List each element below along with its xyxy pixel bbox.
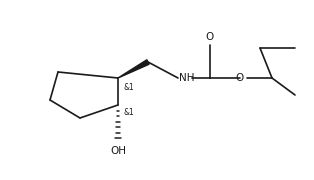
Text: &1: &1 <box>123 83 134 92</box>
Text: O: O <box>236 73 244 83</box>
Text: OH: OH <box>110 146 126 156</box>
Text: O: O <box>206 32 214 42</box>
Polygon shape <box>118 60 149 78</box>
Text: NH: NH <box>179 73 194 83</box>
Text: &1: &1 <box>123 108 134 117</box>
